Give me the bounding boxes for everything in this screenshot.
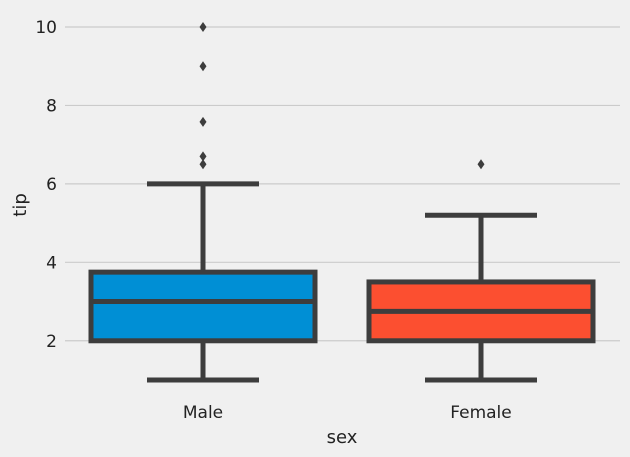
x-tick-label-female: Female bbox=[450, 403, 511, 423]
y-tick-label-4: 4 bbox=[46, 253, 57, 273]
outlier-female-0 bbox=[477, 159, 485, 170]
outlier-male-1 bbox=[199, 151, 207, 162]
x-tick-labels: Male Female bbox=[183, 403, 512, 423]
outlier-male-2 bbox=[199, 116, 207, 127]
y-tick-label-10: 10 bbox=[35, 18, 57, 38]
box-male bbox=[88, 22, 318, 383]
x-tick-label-male: Male bbox=[183, 403, 223, 423]
y-tick-label-6: 6 bbox=[46, 175, 57, 195]
y-tick-label-8: 8 bbox=[46, 96, 57, 116]
x-axis-label: sex bbox=[327, 427, 358, 448]
iqr-box-male bbox=[88, 269, 318, 344]
outlier-male-4 bbox=[199, 22, 207, 32]
box-female bbox=[366, 159, 596, 383]
outlier-male-0 bbox=[199, 159, 207, 170]
y-tick-labels: 2 4 6 8 10 bbox=[35, 18, 57, 352]
outlier-male-3 bbox=[199, 61, 207, 72]
boxes bbox=[88, 22, 596, 383]
y-axis-label: tip bbox=[10, 193, 31, 216]
y-tick-label-2: 2 bbox=[46, 332, 57, 352]
